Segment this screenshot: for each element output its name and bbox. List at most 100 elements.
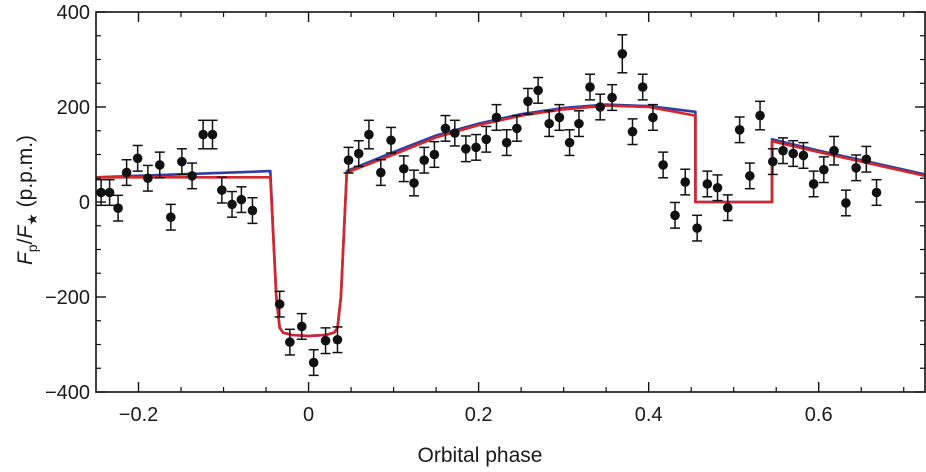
point-marker (320, 335, 331, 346)
point-marker (841, 198, 851, 208)
data-point (236, 186, 247, 214)
data-point (564, 129, 575, 157)
point-marker (285, 337, 295, 347)
x-tick-label: 0.2 (465, 404, 493, 426)
data-point (734, 116, 745, 144)
data-point (440, 114, 451, 142)
data-point (419, 146, 430, 174)
point-marker (471, 142, 481, 153)
data-point (386, 126, 397, 154)
point-marker (512, 123, 522, 134)
point-marker (236, 194, 247, 205)
data-point (104, 178, 115, 207)
data-point (595, 93, 606, 121)
data-point (712, 174, 723, 202)
data-point (375, 158, 386, 187)
point-marker (585, 82, 595, 92)
point-marker (440, 123, 451, 134)
data-point (744, 162, 755, 190)
point-marker (343, 155, 354, 165)
point-marker (398, 163, 409, 174)
point-marker (217, 185, 227, 195)
data-point (573, 110, 584, 138)
point-marker (722, 202, 733, 213)
point-marker (712, 182, 723, 193)
point-marker (491, 112, 502, 123)
data-point (216, 176, 227, 204)
data-point (584, 73, 595, 101)
data-point (840, 189, 851, 217)
data-point (491, 103, 502, 132)
data-point (637, 73, 648, 101)
y-axis-var-fp: F (14, 251, 37, 265)
point-marker (419, 155, 429, 165)
point-marker (154, 160, 165, 170)
data-point (647, 103, 658, 132)
point-marker (429, 149, 440, 160)
point-marker (829, 145, 839, 156)
data-point (871, 178, 882, 207)
point-marker (296, 321, 307, 332)
data-point (788, 139, 799, 168)
data-point (798, 141, 809, 170)
data-point (353, 139, 364, 168)
point-marker (113, 203, 123, 213)
point-marker (648, 112, 658, 123)
data-point (861, 145, 872, 173)
data-point (755, 100, 766, 131)
point-marker (274, 299, 285, 309)
point-marker (607, 92, 617, 103)
data-point (96, 178, 107, 207)
x-axis-title: Orbital phase (418, 444, 543, 467)
data-point (165, 203, 176, 231)
y-tick-label: −400 (45, 382, 90, 404)
data-point (113, 194, 124, 222)
data-point (511, 114, 522, 142)
point-marker (734, 125, 745, 135)
data-point (501, 129, 512, 157)
data-point (471, 133, 482, 161)
data-point (658, 151, 669, 179)
point-marker (670, 210, 680, 221)
point-marker (166, 212, 176, 222)
point-marker (121, 167, 132, 178)
data-point (296, 312, 307, 341)
y-axis-sub-star: ★ (24, 213, 40, 226)
point-marker (96, 187, 106, 198)
point-marker (745, 171, 755, 181)
y-axis-slash: / (14, 238, 37, 244)
plot-frame (95, 11, 926, 393)
data-point (332, 326, 343, 354)
data-point (554, 103, 565, 132)
point-marker (798, 150, 809, 161)
data-point (132, 144, 143, 172)
point-marker (247, 205, 258, 216)
data-point (829, 135, 840, 166)
data-point (702, 170, 713, 198)
point-marker (778, 145, 788, 156)
data-point (408, 169, 419, 197)
point-marker (871, 187, 882, 198)
x-tick-label: 0 (303, 404, 314, 426)
data-point (778, 137, 789, 165)
data-point (187, 162, 198, 190)
point-marker (554, 112, 565, 123)
data-point (808, 170, 819, 198)
y-tick-label: 400 (57, 2, 90, 24)
y-axis-title: Fp/F★ (p.p.m.) (14, 135, 40, 265)
data-point (692, 214, 703, 242)
point-marker (386, 135, 396, 146)
data-point (767, 148, 778, 176)
model-curves-layer (95, 103, 926, 338)
data-points-layer (96, 34, 882, 377)
data-point (449, 119, 460, 147)
point-marker (637, 82, 648, 92)
point-marker (523, 96, 533, 107)
point-marker (332, 334, 343, 345)
point-marker (207, 129, 218, 140)
data-point (398, 155, 409, 183)
y-axis-unit: (p.p.m.) (14, 135, 37, 213)
data-point (429, 140, 440, 169)
data-point (533, 76, 544, 104)
point-marker (143, 173, 153, 184)
